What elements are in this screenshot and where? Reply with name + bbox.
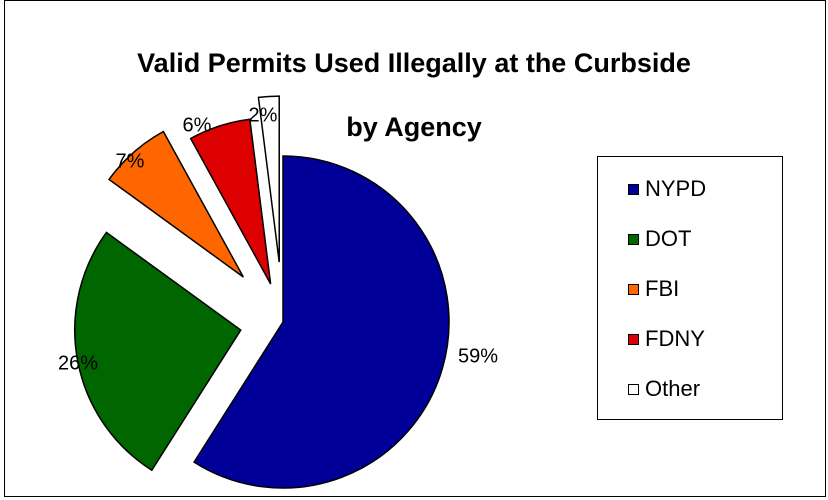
chart-title: Valid Permits Used Illegally at the Curb… (0, 31, 828, 159)
legend-label-other: Other (645, 376, 701, 401)
legend-label-fdny: FDNY (645, 326, 705, 351)
pie-slice-other (257, 95, 280, 263)
legend-label-nypd: NYPD (645, 176, 707, 201)
legend-swatch-fbi (628, 283, 639, 295)
data-label-fbi: 7% (115, 150, 145, 173)
legend-item-dot: DOT (628, 226, 692, 251)
chart-title-line-1: Valid Permits Used Illegally at the Curb… (137, 48, 691, 78)
data-label-nypd: 59% (457, 345, 499, 368)
legend-swatch-dot (628, 233, 639, 245)
pie-slice-fdny (189, 118, 272, 285)
legend: NYPD DOT FBI FDNY Other (597, 156, 783, 420)
data-label-fdny: 6% (182, 114, 212, 137)
data-label-other: 2% (248, 104, 278, 127)
legend-item-other: Other (628, 376, 701, 401)
legend-label-dot: DOT (645, 226, 692, 251)
legend-item-nypd: NYPD (628, 176, 707, 201)
legend-swatch-fdny (628, 333, 639, 345)
legend-swatch-nypd (628, 183, 639, 195)
chart-title-line-2: by Agency (346, 112, 482, 142)
legend-item-fdny: FDNY (628, 326, 705, 351)
pie-slice-fbi (107, 130, 244, 278)
legend-swatch-other (628, 383, 639, 395)
legend-item-fbi: FBI (628, 276, 680, 301)
legend-label-fbi: FBI (645, 276, 680, 301)
pie-slice-dot (74, 231, 242, 472)
pie-slice-nypd (193, 155, 450, 489)
data-label-dot: 26% (57, 352, 99, 375)
